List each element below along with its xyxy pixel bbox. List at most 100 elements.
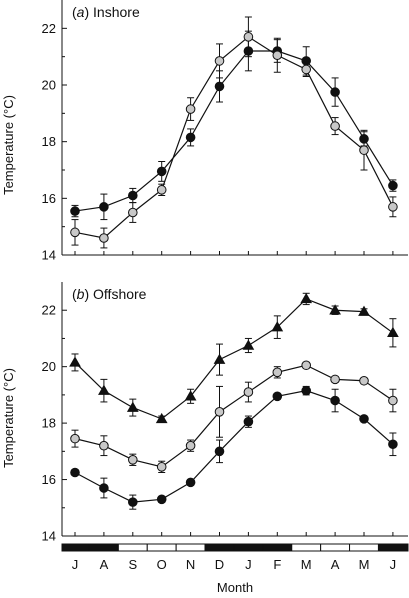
data-point (156, 462, 167, 472)
data-point (242, 339, 255, 350)
data-point (359, 414, 369, 424)
season-bar-segment (262, 543, 293, 552)
data-point (329, 304, 341, 315)
data-point (128, 497, 138, 507)
x-tick-label: J (245, 557, 252, 572)
season-bar-segment (204, 543, 235, 552)
y-tick-label: 20 (42, 359, 56, 374)
data-point (388, 180, 398, 191)
data-point (359, 375, 369, 386)
data-point (70, 206, 80, 216)
data-point (98, 384, 110, 395)
season-bar-segment (349, 543, 379, 552)
data-point (156, 166, 167, 177)
series-line-1 (74, 364, 394, 468)
data-point (70, 433, 80, 444)
data-point (214, 56, 225, 66)
data-point (185, 132, 196, 143)
data-point (272, 50, 283, 61)
season-bar-segment (146, 543, 177, 552)
x-axis-title: Month (217, 580, 253, 595)
panel-name: Inshore (93, 4, 140, 20)
panel-letter: b (77, 286, 85, 302)
x-tick-label: O (157, 557, 167, 572)
data-point (387, 326, 399, 338)
y-tick-label: 18 (42, 416, 56, 431)
x-tick-label: J (72, 557, 79, 572)
y-tick-label: 16 (42, 191, 56, 206)
data-point (272, 391, 283, 402)
y-tick-label: 16 (42, 472, 56, 487)
data-point (69, 356, 81, 367)
x-tick-label: N (186, 557, 195, 572)
data-point (301, 64, 312, 75)
data-point (213, 353, 226, 364)
data-point (156, 185, 167, 195)
y-tick-label: 20 (42, 78, 56, 93)
data-point (330, 121, 340, 131)
x-tick-label: F (273, 557, 281, 572)
x-tick-label: D (215, 557, 224, 572)
y-tick-label: 22 (42, 21, 56, 36)
series-line-0 (74, 50, 394, 212)
y-axis-title: Temperature (°C) (1, 368, 16, 468)
season-bar-segment (320, 543, 351, 552)
data-point (388, 395, 398, 406)
panel-title-offshore: (b) Offshore (72, 286, 147, 302)
data-point (214, 407, 225, 417)
panel-inshore: (a) Inshore Temperature (°C) 14 16 18 20 22 (1, 0, 408, 263)
x-tick-label: S (128, 557, 137, 572)
x-tick-label: M (301, 557, 312, 572)
data-point (358, 305, 370, 316)
y-tick-label: 18 (42, 134, 56, 149)
data-point (330, 374, 340, 385)
data-point (128, 190, 138, 201)
panel-name: Offshore (93, 286, 147, 302)
data-point (99, 233, 109, 243)
panel-offshore: (b) Offshore Temperature (°C) Month 14 16… (1, 282, 409, 595)
series-line-2 (74, 390, 394, 503)
data-point (185, 440, 196, 451)
season-bar-segment (88, 543, 119, 552)
season-bar-segment (291, 543, 322, 552)
y-tick-label: 22 (42, 303, 56, 318)
data-point (126, 401, 139, 412)
data-point (99, 483, 109, 493)
data-point (185, 477, 196, 488)
y-tick-label: 14 (42, 248, 56, 263)
data-point (243, 416, 254, 427)
data-point (185, 104, 196, 114)
data-point (70, 227, 80, 238)
data-point (70, 467, 80, 478)
y-axis-title: Temperature (°C) (1, 95, 16, 195)
data-point (128, 207, 138, 218)
data-point (388, 202, 398, 212)
data-point (214, 446, 225, 457)
season-bar-segment (175, 543, 206, 552)
data-point (99, 202, 109, 212)
data-point (388, 439, 398, 450)
season-bar-segment (377, 543, 409, 552)
season-bar-segment (233, 543, 264, 552)
season-bar-segment (61, 543, 90, 552)
data-point (184, 390, 197, 401)
data-point (272, 367, 283, 378)
data-point (300, 292, 313, 304)
data-point (156, 494, 167, 505)
data-point (330, 395, 340, 406)
x-tick-label: J (390, 557, 397, 572)
data-point (99, 440, 109, 451)
x-tick-label: A (100, 557, 109, 572)
data-point (243, 32, 254, 42)
panel-title-inshore: (a) Inshore (72, 4, 140, 20)
y-tick-label: 14 (42, 529, 56, 544)
data-point (128, 455, 138, 465)
x-tick-label: M (359, 557, 370, 572)
series-line-0 (74, 298, 394, 420)
data-point (271, 321, 284, 332)
data-point (301, 360, 312, 371)
data-point (155, 412, 168, 424)
data-point (359, 145, 369, 155)
season-bar-segment (117, 543, 148, 552)
